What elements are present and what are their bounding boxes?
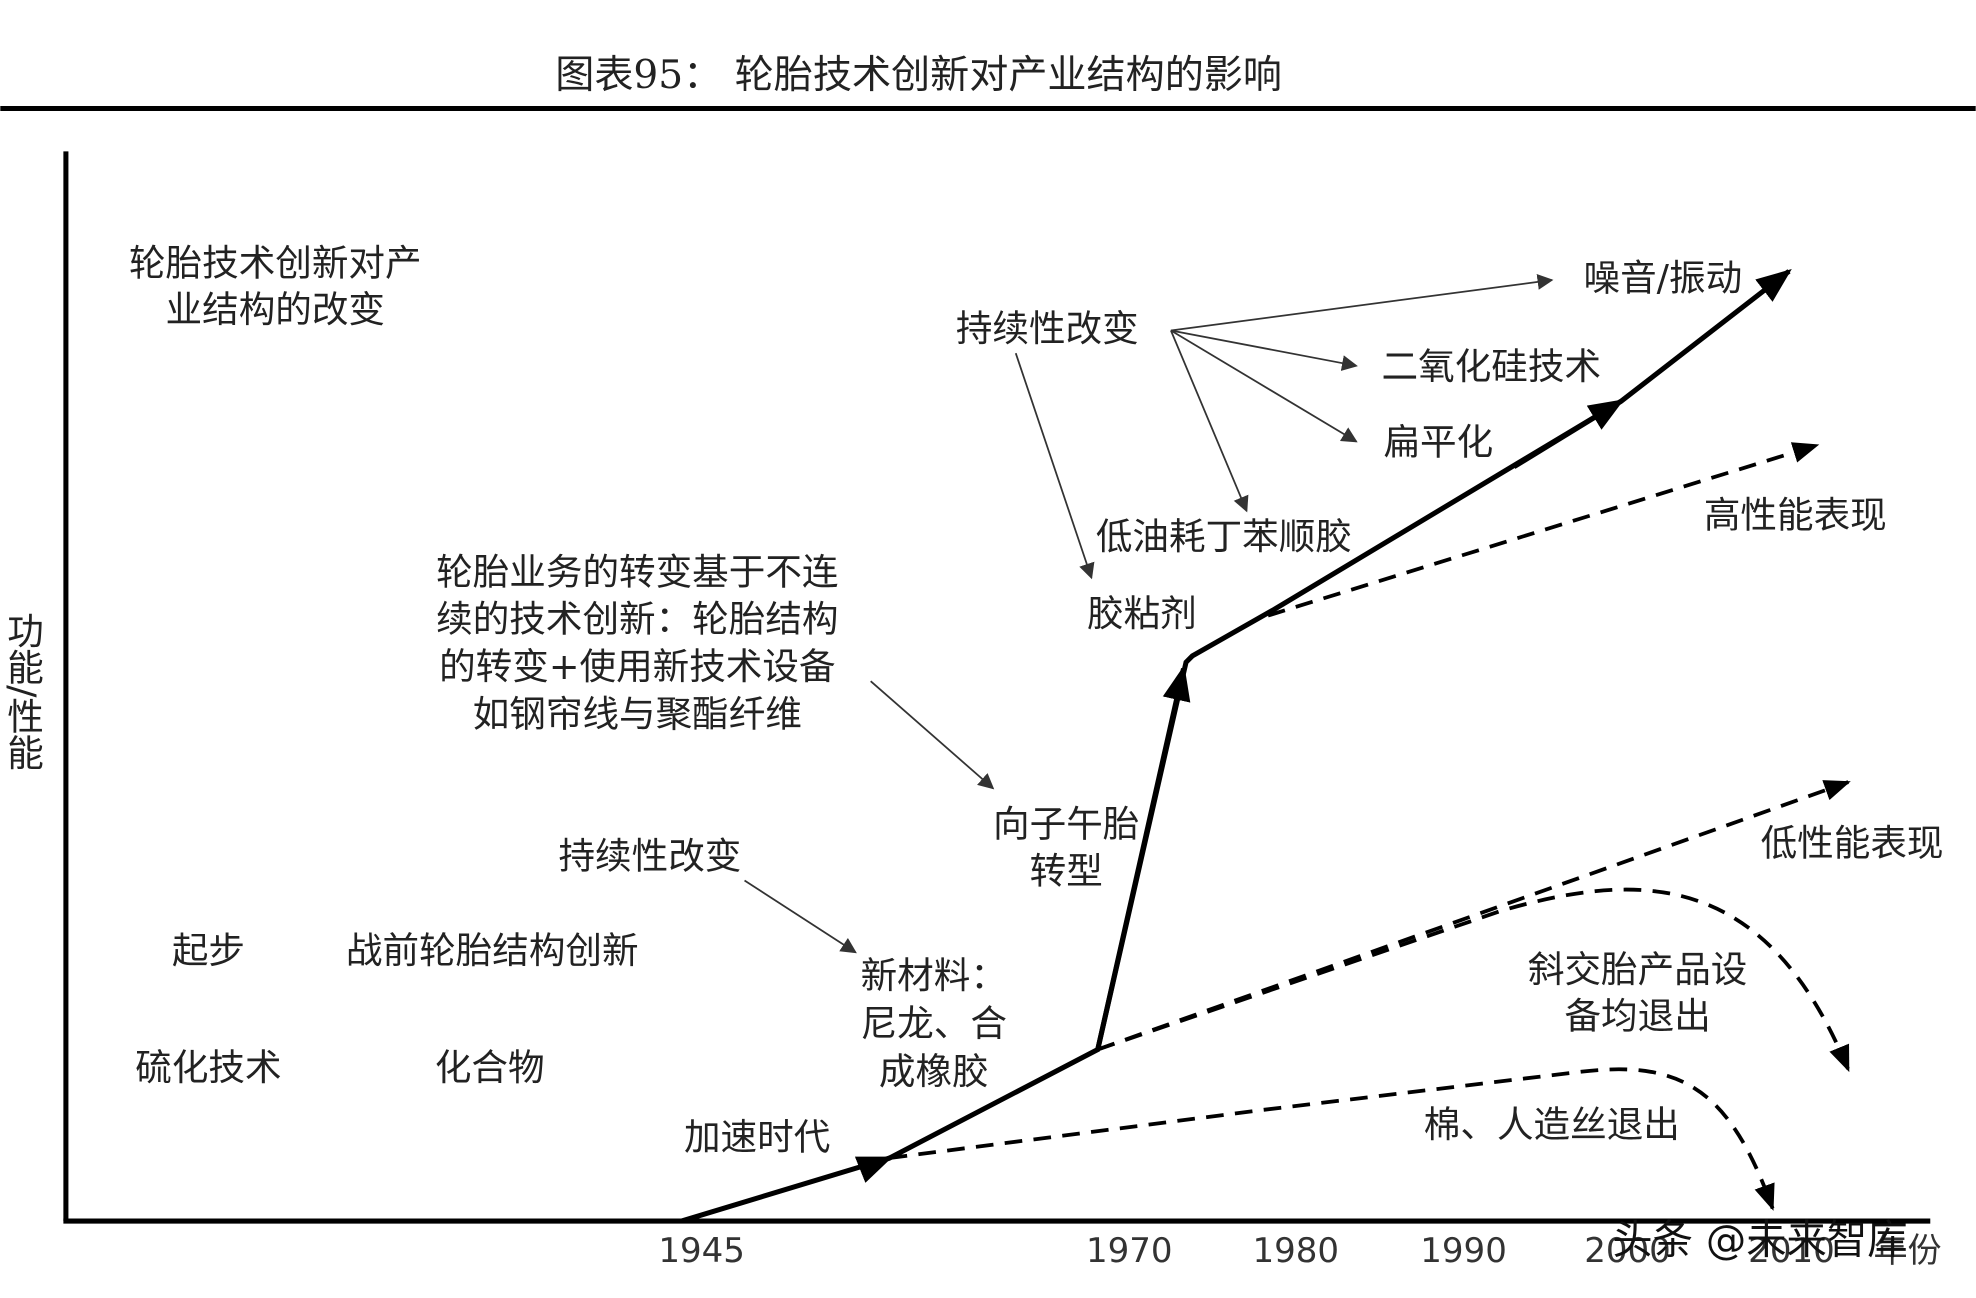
annotation: 战前轮胎结构创新 xyxy=(346,929,639,972)
watermark: 头条 @未来智库 xyxy=(1612,1216,1907,1263)
title: 图表95： 轮胎技术创新对产业结构的影响 xyxy=(555,53,1282,98)
annotation: 轮胎业务的转变基于不连 xyxy=(436,550,838,593)
annotation: 持续性改变 xyxy=(558,834,741,877)
annotation: 加速时代 xyxy=(684,1116,830,1159)
y-axis-label: 功能/性能 xyxy=(1,612,44,771)
annotation: 新材料： xyxy=(861,954,1007,997)
main-trend xyxy=(680,269,1792,1224)
annotation: 起步 xyxy=(172,929,245,972)
annotation: 成橡胶 xyxy=(879,1050,989,1093)
annotation: 低油耗丁苯顺胶 xyxy=(1096,515,1352,558)
annotation: 备均退出 xyxy=(1564,994,1710,1037)
annotation: 胶粘剂 xyxy=(1087,592,1197,635)
cotton-exit xyxy=(889,1067,1775,1211)
annotation: 低性能表现 xyxy=(1761,822,1944,865)
annotation: 续的技术创新：轮胎结构 xyxy=(436,598,838,641)
arrow-segment xyxy=(1095,665,1191,1051)
annotation: 的转变+使用新技术设备 xyxy=(439,645,835,688)
annotation: 持续性改变 xyxy=(956,307,1139,350)
pointer-arrows xyxy=(744,274,1554,954)
bias-tire-exit xyxy=(1097,887,1851,1073)
annotation: 向子午胎 xyxy=(993,803,1139,846)
annotation: 斜交胎产品设 xyxy=(1528,948,1747,991)
arrow-segment xyxy=(1512,398,1625,469)
annotation: 如钢帘线与聚酯纤维 xyxy=(473,692,802,735)
annotation: 棉、人造丝退出 xyxy=(1424,1103,1680,1146)
annotation: 噪音/振动 xyxy=(1584,257,1743,300)
annotation: 化合物 xyxy=(435,1046,545,1089)
x-tick-label: 1945 xyxy=(658,1231,745,1271)
x-tick-label: 2000 xyxy=(1584,1231,1671,1271)
x-tick-label: 2010 xyxy=(1748,1231,1835,1271)
high-performance xyxy=(1267,442,1820,618)
annotation: 业结构的改变 xyxy=(166,288,385,331)
arrow-segment xyxy=(854,1155,893,1183)
annotation: 高性能表现 xyxy=(1704,494,1887,537)
x-tick-label: 1970 xyxy=(1086,1231,1173,1271)
x-tick-label: 年份 xyxy=(1874,1231,1942,1271)
x-tick-label: 1980 xyxy=(1252,1231,1339,1271)
annotation: 转型 xyxy=(1030,849,1103,892)
annotation: 硫化技术 xyxy=(135,1046,281,1089)
annotation: 扁平化 xyxy=(1383,421,1493,464)
annotation: 轮胎技术创新对产 xyxy=(129,241,422,284)
annotation: 二氧化硅技术 xyxy=(1382,345,1601,388)
annotation: 尼龙、合 xyxy=(861,1002,1007,1045)
x-tick-label: 1990 xyxy=(1420,1231,1507,1271)
